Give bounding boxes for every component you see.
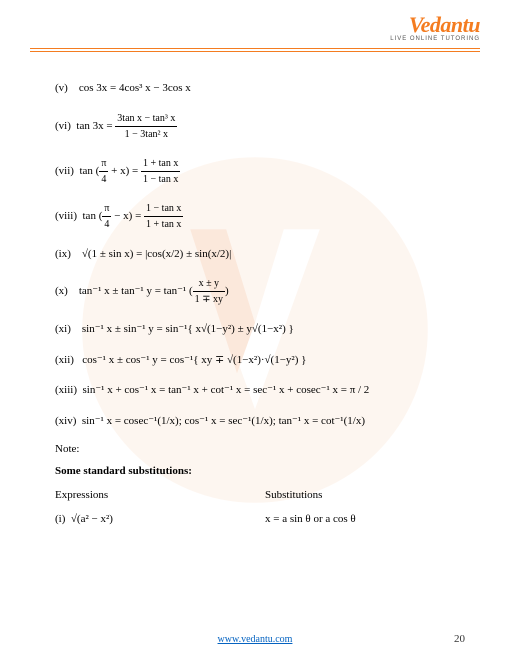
formula-10: (x) tan⁻¹ x ± tan⁻¹ y = tan⁻¹ ( x ± y 1 … (55, 276, 465, 307)
note-label: Note: (55, 443, 465, 455)
brand-tagline: LIVE ONLINE TUTORING (390, 36, 480, 42)
formula-label: (ix) (55, 248, 71, 260)
formula-7: (vii) tan ( π 4 + x) = 1 + tan x 1 − tan… (55, 156, 465, 187)
header-expressions: Expressions (55, 489, 265, 501)
formula-11: (xi) sin⁻¹ x ± sin⁻¹ y = sin⁻¹{ x√(1−y²)… (55, 321, 465, 338)
formula-text: √(1 ± sin x) = |cos(x/2) ± sin(x/2)| (82, 248, 231, 260)
formula-5: (v) cos 3x = 4cos³ x − 3cos x (55, 80, 465, 97)
formula-12: (xii) cos⁻¹ x ± cos⁻¹ y = cos⁻¹{ xy ∓ √(… (55, 352, 465, 369)
formula-label: (xi) (55, 323, 71, 335)
footer-link[interactable]: www.vedantu.com (218, 634, 293, 645)
formula-text: sin⁻¹ x ± sin⁻¹ y = sin⁻¹{ x√(1−y²) ± y√… (82, 323, 294, 335)
formula-label: (v) (55, 82, 68, 94)
header: Vedantu LIVE ONLINE TUTORING (390, 12, 480, 42)
formula-label: (xiv) (55, 415, 76, 427)
content-area: (v) cos 3x = 4cos³ x − 3cos x (vi) tan 3… (55, 80, 465, 537)
formula-14: (xiv) sin⁻¹ x = cosec⁻¹(1/x); cos⁻¹ x = … (55, 413, 465, 430)
formula-text: cos⁻¹ x ± cos⁻¹ y = cos⁻¹{ xy ∓ √(1−x²)·… (82, 354, 306, 366)
header-rule (30, 48, 480, 52)
formula-label: (viii) (55, 210, 77, 222)
formula-8: (viii) tan ( π 4 − x) = 1 − tan x 1 + ta… (55, 201, 465, 232)
formula-text: sin⁻¹ x = cosec⁻¹(1/x); cos⁻¹ x = sec⁻¹(… (82, 415, 365, 427)
formula-lhs: tan (83, 210, 96, 222)
fraction: 3tan x − tan³ x 1 − 3tan² x (115, 111, 177, 142)
brand-logo-text: Vedantu (390, 12, 480, 38)
footer: www.vedantu.com (0, 633, 510, 645)
substitution-header: Expressions Substitutions (55, 489, 465, 501)
substitution-row: (i) √(a² − x²) x = a sin θ or a cos θ (55, 513, 465, 525)
formula-text: cos 3x = 4cos³ x − 3cos x (79, 82, 191, 94)
row-substitution: x = a sin θ or a cos θ (265, 513, 465, 525)
formula-9: (ix) √(1 ± sin x) = |cos(x/2) ± sin(x/2)… (55, 246, 465, 263)
fraction: x ± y 1 ∓ xy (193, 276, 225, 307)
formula-lhs: tan⁻¹ x ± tan⁻¹ y = tan⁻¹ (79, 285, 186, 297)
formula-text: sin⁻¹ x + cos⁻¹ x = tan⁻¹ x + cot⁻¹ x = … (83, 384, 370, 396)
fraction: 1 − tan x 1 + tan x (144, 201, 183, 232)
page-number: 20 (454, 633, 465, 645)
row-expression: (i) √(a² − x²) (55, 513, 265, 525)
formula-label: (vii) (55, 165, 74, 177)
formula-label: (xii) (55, 354, 74, 366)
fraction: 1 + tan x 1 − tan x (141, 156, 180, 187)
formula-label: (x) (55, 285, 68, 297)
formula-13: (xiii) sin⁻¹ x + cos⁻¹ x = tan⁻¹ x + cot… (55, 382, 465, 399)
formula-6: (vi) tan 3x = 3tan x − tan³ x 1 − 3tan² … (55, 111, 465, 142)
header-substitutions: Substitutions (265, 489, 465, 501)
formula-label: (xiii) (55, 384, 77, 396)
formula-lhs: tan 3x = (76, 120, 112, 132)
formula-label: (vi) (55, 120, 71, 132)
section-title: Some standard substitutions: (55, 465, 465, 477)
formula-lhs: tan (79, 165, 92, 177)
